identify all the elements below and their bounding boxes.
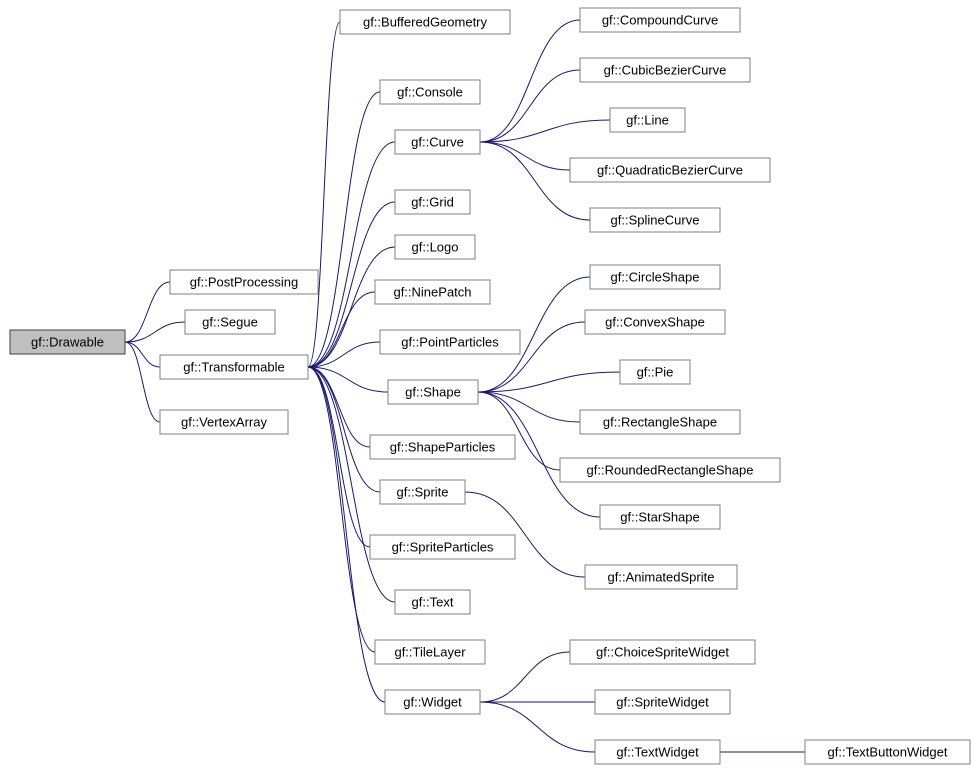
class-node-label: gf::Line <box>626 112 669 127</box>
class-node-label: gf::Console <box>397 84 463 99</box>
class-node-label: gf::Curve <box>411 134 464 149</box>
class-node-label: gf::VertexArray <box>181 414 267 429</box>
class-node[interactable]: gf::Pie <box>620 360 690 384</box>
class-node[interactable]: gf::RoundedRectangleShape <box>560 458 780 482</box>
class-node-label: gf::StarShape <box>620 509 700 524</box>
inheritance-edge <box>125 342 160 367</box>
class-node-label: gf::RectangleShape <box>603 414 717 429</box>
class-node[interactable]: gf::Grid <box>395 190 470 214</box>
class-node[interactable]: gf::ChoiceSpriteWidget <box>570 640 755 664</box>
class-node-label: gf::BufferedGeometry <box>363 14 488 29</box>
inheritance-edge <box>480 652 570 702</box>
class-node[interactable]: gf::TextButtonWidget <box>805 740 970 764</box>
class-node-label: gf::PostProcessing <box>190 274 298 289</box>
class-node[interactable]: gf::CircleShape <box>590 265 720 289</box>
inheritance-edge <box>478 372 620 392</box>
class-node-label: gf::Text <box>412 594 454 609</box>
inheritance-edge <box>480 20 580 142</box>
class-node-label: gf::RoundedRectangleShape <box>587 462 754 477</box>
class-node[interactable]: gf::SpriteParticles <box>370 535 515 559</box>
class-node-label: gf::CircleShape <box>611 269 700 284</box>
class-node[interactable]: gf::TileLayer <box>375 640 485 664</box>
class-node[interactable]: gf::CompoundCurve <box>580 8 740 32</box>
inheritance-edge <box>308 367 375 652</box>
class-node-label: gf::SplineCurve <box>611 212 700 227</box>
class-node[interactable]: gf::RectangleShape <box>580 410 740 434</box>
class-node[interactable]: gf::SplineCurve <box>590 208 720 232</box>
class-node[interactable]: gf::Segue <box>185 310 275 334</box>
class-node[interactable]: gf::NinePatch <box>375 280 490 304</box>
class-node[interactable]: gf::Line <box>610 108 685 132</box>
inheritance-edge <box>308 22 340 367</box>
class-node[interactable]: gf::StarShape <box>600 505 720 529</box>
class-node-label: gf::ConvexShape <box>605 314 705 329</box>
class-node-label: gf::Drawable <box>31 334 104 349</box>
class-node-label: gf::ShapeParticles <box>390 439 496 454</box>
class-node-label: gf::TextButtonWidget <box>828 744 948 759</box>
class-node[interactable]: gf::VertexArray <box>160 410 288 434</box>
class-node-label: gf::TextWidget <box>616 744 699 759</box>
class-node[interactable]: gf::ShapeParticles <box>370 435 515 459</box>
class-node[interactable]: gf::SpriteWidget <box>595 690 730 714</box>
class-node[interactable]: gf::Transformable <box>160 355 308 379</box>
class-node[interactable]: gf::AnimatedSprite <box>585 565 737 589</box>
inheritance-edge <box>308 367 370 447</box>
class-node-label: gf::AnimatedSprite <box>608 569 715 584</box>
class-node[interactable]: gf::BufferedGeometry <box>340 10 510 34</box>
class-node[interactable]: gf::TextWidget <box>595 740 720 764</box>
class-node-label: gf::Segue <box>202 314 258 329</box>
class-node-label: gf::Shape <box>405 384 461 399</box>
class-node[interactable]: gf::PointParticles <box>380 330 520 354</box>
inheritance-edge <box>480 702 595 752</box>
class-node-label: gf::Widget <box>403 694 462 709</box>
class-node-label: gf::Pie <box>637 364 674 379</box>
inheritance-edge <box>308 367 370 547</box>
class-node-label: gf::TileLayer <box>394 644 466 659</box>
class-node[interactable]: gf::Text <box>395 590 470 614</box>
class-node-label: gf::Grid <box>411 194 454 209</box>
class-node-label: gf::SpriteWidget <box>616 694 709 709</box>
class-node-label: gf::Transformable <box>183 359 284 374</box>
class-node[interactable]: gf::Shape <box>388 380 478 404</box>
class-node[interactable]: gf::ConvexShape <box>585 310 725 334</box>
inheritance-edge <box>125 322 185 342</box>
inheritance-diagram: gf::Drawablegf::PostProcessinggf::Segueg… <box>0 0 972 772</box>
class-node-label: gf::Sprite <box>396 484 448 499</box>
class-node[interactable]: gf::PostProcessing <box>170 270 318 294</box>
class-node[interactable]: gf::Widget <box>385 690 480 714</box>
inheritance-edge <box>480 120 610 142</box>
class-node[interactable]: gf::QuadraticBezierCurve <box>570 158 770 182</box>
class-node[interactable]: gf::Console <box>380 80 480 104</box>
class-node[interactable]: gf::Curve <box>395 130 480 154</box>
class-node-label: gf::NinePatch <box>393 284 471 299</box>
inheritance-edge <box>308 367 380 492</box>
class-node[interactable]: gf::Sprite <box>380 480 465 504</box>
class-node-label: gf::ChoiceSpriteWidget <box>596 644 729 659</box>
class-node[interactable]: gf::Logo <box>395 235 475 259</box>
class-node-label: gf::PointParticles <box>401 334 499 349</box>
class-node-label: gf::CompoundCurve <box>602 12 718 27</box>
class-node-label: gf::SpriteParticles <box>392 539 494 554</box>
class-node[interactable]: gf::CubicBezierCurve <box>580 58 750 82</box>
inheritance-edge <box>480 142 570 170</box>
class-node-label: gf::Logo <box>412 239 459 254</box>
class-node-label: gf::QuadraticBezierCurve <box>597 162 743 177</box>
inheritance-edge <box>125 282 170 342</box>
class-node-label: gf::CubicBezierCurve <box>604 62 727 77</box>
class-node[interactable]: gf::Drawable <box>10 330 125 354</box>
